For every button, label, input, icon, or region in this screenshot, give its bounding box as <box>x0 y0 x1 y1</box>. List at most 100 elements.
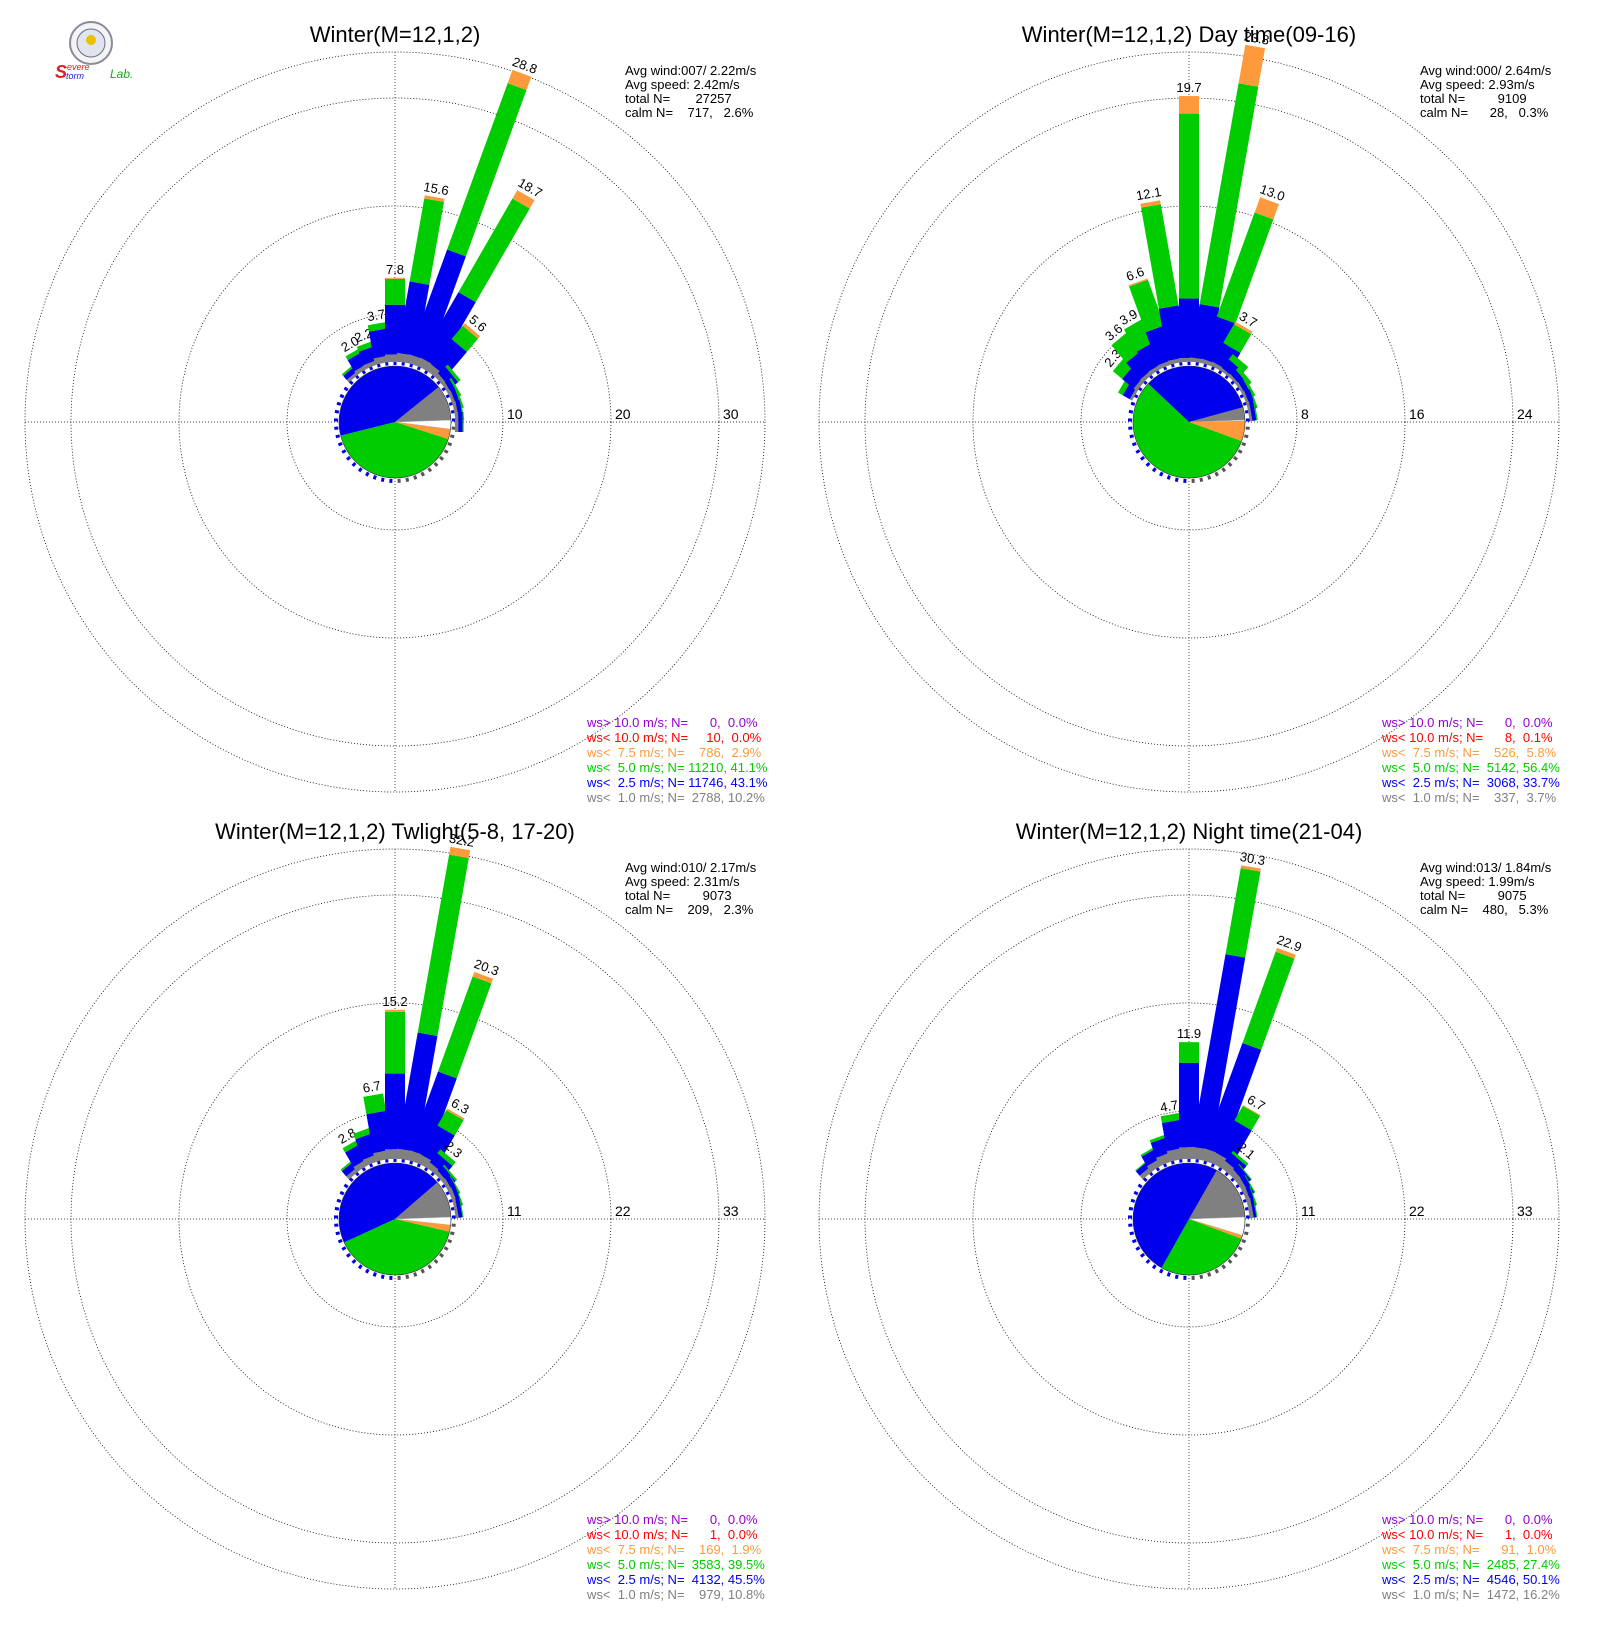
bar-segment-lt5 <box>1234 1105 1261 1131</box>
pie-tick <box>1241 1238 1247 1244</box>
stats-line: total N= 9073 <box>625 888 732 903</box>
pie-tick <box>427 467 433 473</box>
bar-segment-lt2_5 <box>1250 1197 1257 1218</box>
pie-tick <box>1130 1198 1136 1203</box>
logo-word-evere: evere <box>67 62 90 72</box>
legend-entry-lt10: ws< 10.0 m/s; N= 10, 0.0% <box>586 730 762 745</box>
pie-tick <box>1207 475 1212 480</box>
stats-line: Avg wind:007/ 2.22m/s <box>625 63 757 78</box>
bar-segment-lt2_5 <box>455 1197 463 1218</box>
bar-segment-lt5 <box>455 388 464 409</box>
legend-entry-lt2_5: ws< 2.5 m/s; N= 4546, 50.1% <box>1381 1572 1560 1587</box>
bar-segment-lt2_5 <box>1126 349 1156 380</box>
pie-tick <box>1221 1264 1227 1270</box>
pie-tick <box>1237 1246 1243 1251</box>
legend-entry-gt10: ws> 10.0 m/s; N= 0, 0.0% <box>1381 1512 1553 1527</box>
bar-segment-lt5 <box>1111 332 1142 363</box>
legend-entry-lt7_5: ws< 7.5 m/s; N= 526, 5.8% <box>1381 745 1557 760</box>
legend-entry-lt5: ws< 5.0 m/s; N= 2485, 27.4% <box>1381 1557 1560 1572</box>
bar-segment-lt5 <box>1252 400 1258 421</box>
stats-line: Avg wind:010/ 2.17m/s <box>625 860 757 875</box>
ring-3 <box>70 97 720 747</box>
bar-segment-lt5 <box>1199 83 1259 308</box>
pie-tick <box>1243 1231 1249 1236</box>
legend-entry-lt10: ws< 10.0 m/s; N= 1, 0.0% <box>586 1527 758 1542</box>
pie-tick <box>1151 1264 1157 1270</box>
pie-tick <box>365 471 370 477</box>
stats-line: calm N= 28, 0.3% <box>1420 105 1549 120</box>
pie-slice-lt1 <box>395 386 451 422</box>
bar-segment-lt5 <box>1249 388 1258 409</box>
bar-segment-lt5 <box>1253 1197 1258 1218</box>
pie-tick <box>343 1183 349 1189</box>
stats-line: total N= 9075 <box>1420 888 1527 903</box>
legend-entry-lt1: ws< 1.0 m/s; N= 1472, 16.2% <box>1381 1587 1560 1602</box>
pie-tick <box>357 467 363 473</box>
ring-3 <box>864 97 1514 747</box>
direction-bar: 15.2 <box>382 994 408 1159</box>
pie-outline <box>1132 1162 1246 1276</box>
bar-segment-lt5 <box>409 198 444 285</box>
bar-segment-lt2_5 <box>420 292 476 368</box>
panel-title: Winter(M=12,1,2) Night time(21-04) <box>1016 819 1363 844</box>
bar-label: 15.2 <box>382 994 407 1009</box>
bar-segment-lt5 <box>385 1011 405 1074</box>
pie-slice-lt5 <box>344 1219 450 1276</box>
pie-tick <box>420 1268 425 1274</box>
pie-slice-lt7_5 <box>1189 421 1245 442</box>
pie-tick <box>1135 1246 1141 1251</box>
bar-segment-lt7_5 <box>449 846 471 859</box>
stats-line: Avg speed: 2.42m/s <box>625 77 740 92</box>
bar-label: 7.8 <box>386 262 404 277</box>
bar-segment-lt2_5 <box>385 1073 405 1150</box>
bar-segment-lt7_5 <box>1128 278 1148 287</box>
stats-line: calm N= 480, 5.3% <box>1420 902 1549 917</box>
windrose-panel-3: 11 22 332.86.715.232.220.36.32.3Winter(M=1… <box>24 819 766 1602</box>
pie-tick <box>1207 1272 1212 1277</box>
pie-slice-lt1 <box>1189 407 1245 422</box>
ring-label: 33 <box>723 1203 739 1219</box>
ring-3 <box>70 894 720 1544</box>
pie-slice-lt5 <box>340 422 449 478</box>
pie-tick <box>1159 471 1164 477</box>
bar-label: 4.7 <box>1159 1097 1179 1115</box>
pie-tick <box>413 1272 418 1277</box>
pie-tick <box>447 1238 453 1244</box>
logo-seal-sun <box>86 35 96 45</box>
bar-segment-lt7_5 <box>507 69 532 90</box>
pie-tick <box>420 471 425 477</box>
stats-line: calm N= 209, 2.3% <box>625 902 754 917</box>
pie-tick <box>341 449 347 454</box>
bar-segment-lt1 <box>455 412 459 432</box>
pie-slice-lt7_5 <box>1189 1219 1243 1239</box>
pie-tick <box>438 455 444 461</box>
pie-tick <box>365 1268 370 1274</box>
bar-segment-lt5 <box>353 1126 375 1140</box>
legend-entry-lt1: ws< 1.0 m/s; N= 979, 10.8% <box>586 1587 765 1602</box>
bar-label: 30.3 <box>1239 849 1267 868</box>
bar-label: 15.6 <box>422 179 450 198</box>
bar-label: 6.7 <box>361 1078 381 1096</box>
direction-bar <box>1246 1197 1258 1219</box>
bar-segment-lt5 <box>438 976 492 1079</box>
bar-segment-lt2_5 <box>1249 400 1257 421</box>
bar-segment-lt1 <box>385 1149 405 1159</box>
pie-tick <box>438 1252 444 1258</box>
bar-label: 12.1 <box>1135 184 1163 203</box>
logo-word-torm: torm <box>66 71 85 81</box>
bar-segment-lt7_5 <box>1242 1105 1261 1116</box>
stats-line: total N= 27257 <box>625 91 732 106</box>
pie-tick <box>433 1258 439 1264</box>
bar-segment-lt7_5 <box>1240 865 1261 872</box>
stats-line: Avg speed: 1.99m/s <box>1420 874 1535 889</box>
pie-tick <box>443 449 449 454</box>
bar-segment-lt2_5 <box>458 412 463 432</box>
pie-tick <box>1232 455 1238 461</box>
bar-segment-lt5 <box>385 278 405 305</box>
bar-segment-lt5 <box>1249 1186 1258 1206</box>
pie-tick <box>1129 434 1135 439</box>
ring-label: 16 <box>1409 406 1425 422</box>
bar-segment-lt5 <box>458 198 530 303</box>
bar-segment-lt5 <box>1228 354 1249 373</box>
pie-tick <box>346 455 352 461</box>
